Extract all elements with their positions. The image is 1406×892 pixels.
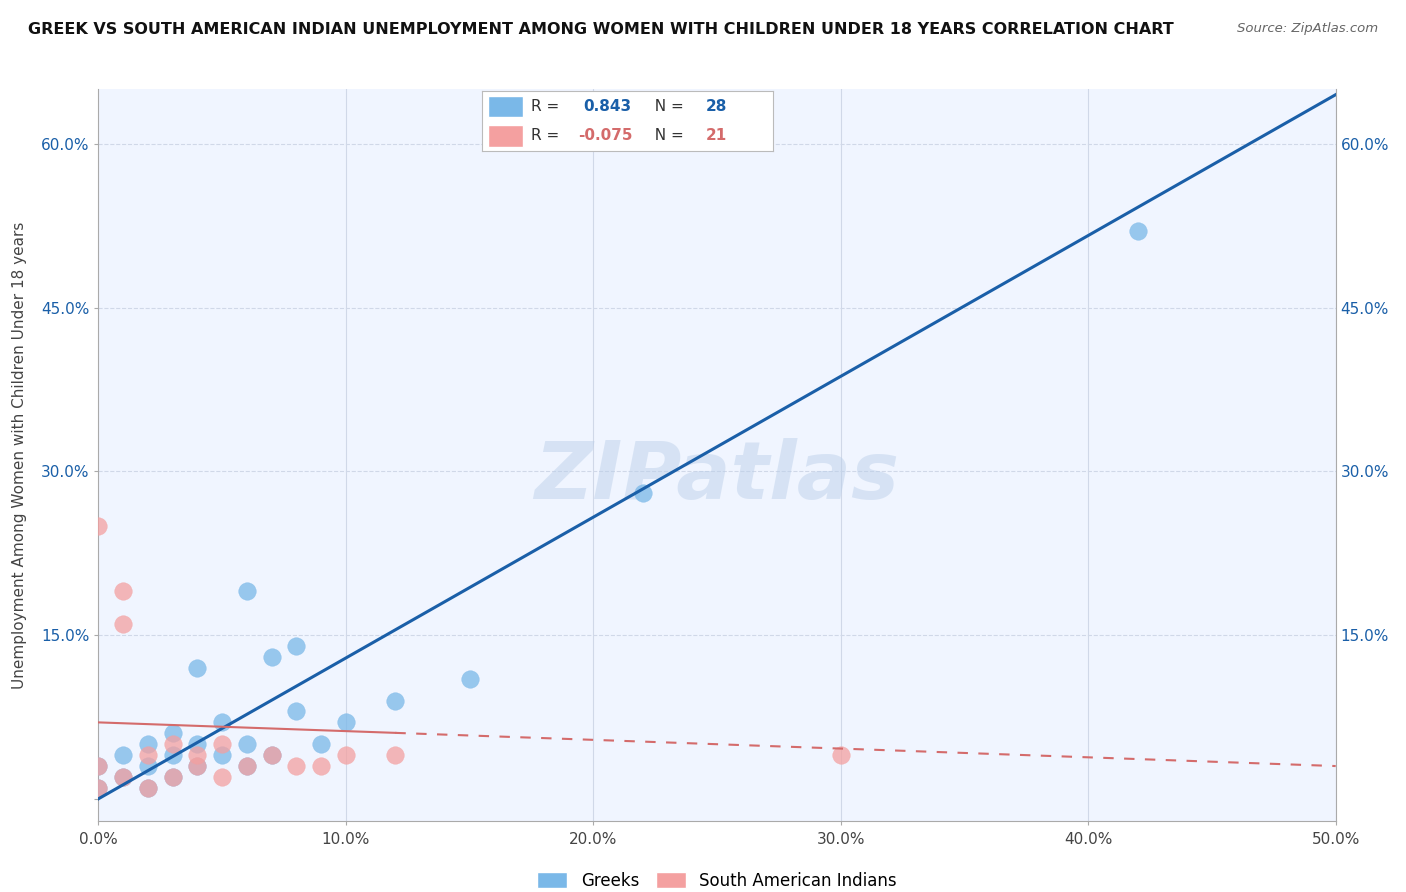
Point (211, 715, 233, 730)
Point (384, 748, 406, 763)
Point (309, 737, 332, 751)
Point (87, 780, 110, 795)
Point (162, 737, 184, 751)
Point (211, 737, 233, 751)
Point (285, 759, 308, 773)
Point (260, 649, 283, 664)
Point (260, 748, 283, 763)
Point (162, 770, 184, 784)
Point (136, 759, 159, 773)
Point (112, 770, 135, 784)
Point (631, 486, 654, 500)
Point (186, 748, 208, 763)
Point (211, 748, 233, 763)
Legend: Greeks, South American Indians: Greeks, South American Indians (530, 865, 904, 892)
Point (112, 770, 135, 784)
Point (87, 519, 110, 533)
Point (162, 770, 184, 784)
Point (384, 693, 406, 707)
Point (186, 737, 208, 751)
Point (236, 759, 259, 773)
Point (458, 672, 481, 686)
Point (1126, 224, 1149, 238)
Point (335, 748, 357, 763)
Point (285, 639, 308, 653)
Point (236, 584, 259, 599)
Point (186, 661, 208, 675)
Point (87, 759, 110, 773)
Point (830, 748, 852, 763)
Point (112, 584, 135, 599)
Point (136, 737, 159, 751)
Point (136, 780, 159, 795)
Point (136, 748, 159, 763)
Point (236, 759, 259, 773)
Point (112, 748, 135, 763)
Point (162, 748, 184, 763)
Point (260, 748, 283, 763)
Text: ZIPatlas: ZIPatlas (534, 438, 900, 516)
Point (136, 780, 159, 795)
Point (162, 726, 184, 740)
Point (211, 770, 233, 784)
Point (236, 737, 259, 751)
Point (309, 759, 332, 773)
Point (87, 759, 110, 773)
Point (335, 715, 357, 730)
Point (186, 759, 208, 773)
Y-axis label: Unemployment Among Women with Children Under 18 years: Unemployment Among Women with Children U… (13, 221, 27, 689)
Point (87, 780, 110, 795)
Point (112, 617, 135, 632)
Point (285, 705, 308, 719)
Text: GREEK VS SOUTH AMERICAN INDIAN UNEMPLOYMENT AMONG WOMEN WITH CHILDREN UNDER 18 Y: GREEK VS SOUTH AMERICAN INDIAN UNEMPLOYM… (28, 22, 1174, 37)
Point (186, 759, 208, 773)
Text: Source: ZipAtlas.com: Source: ZipAtlas.com (1237, 22, 1378, 36)
